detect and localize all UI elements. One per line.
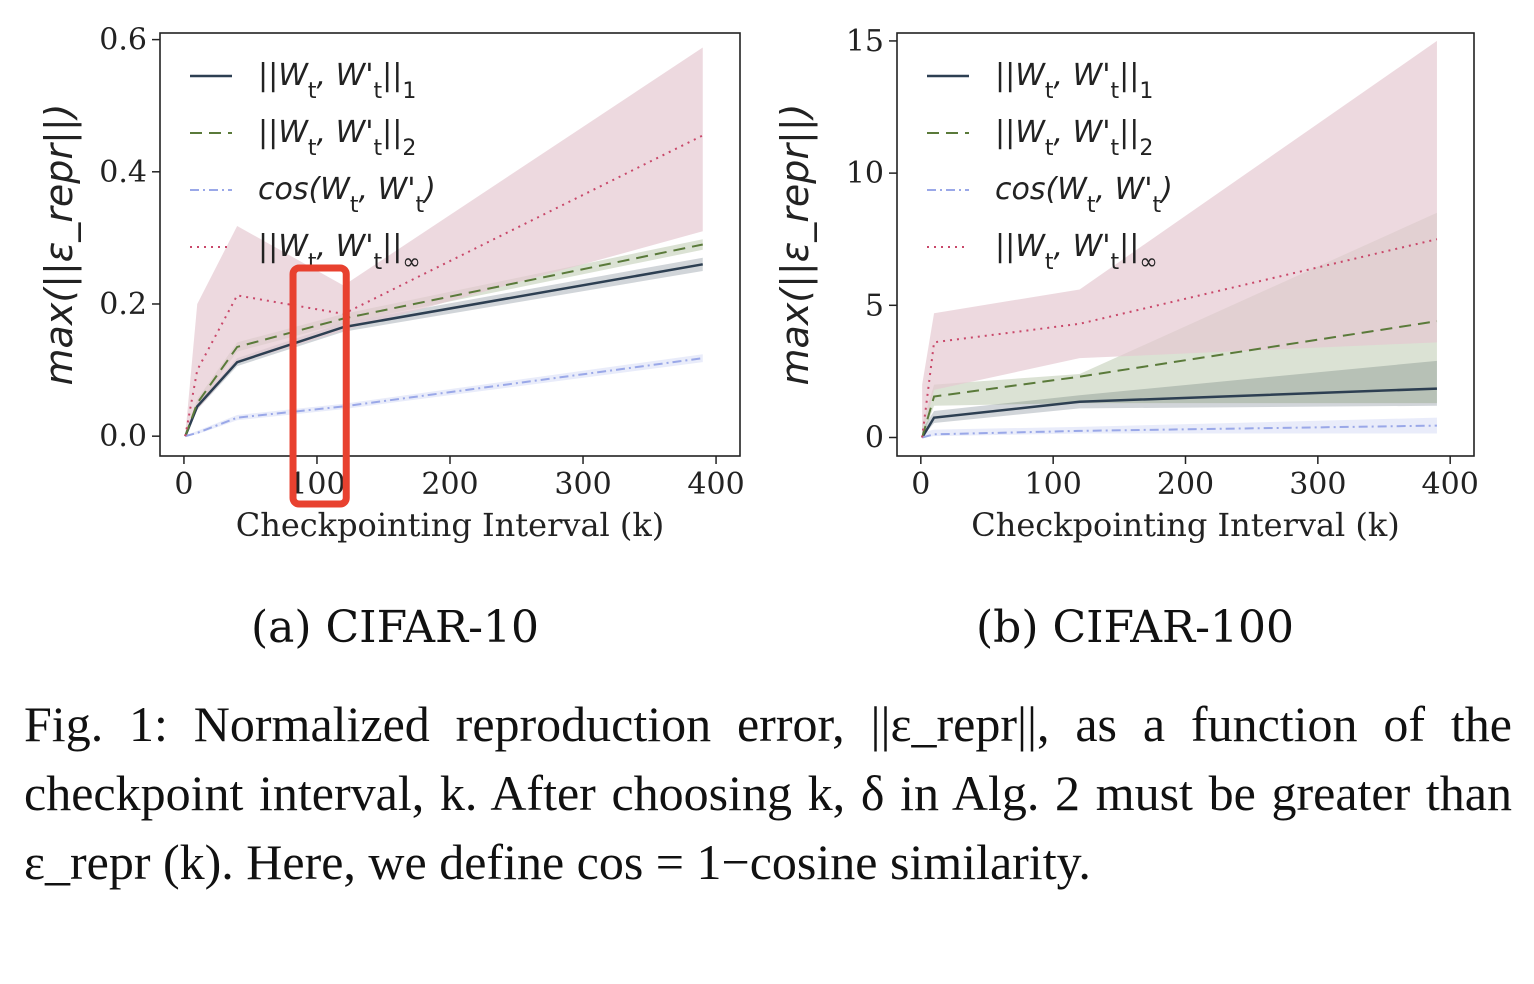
series-line-0 bbox=[921, 387, 1437, 439]
x-axis-label: Checkpointing Interval (k) bbox=[971, 506, 1400, 544]
x-tick-label: 400 bbox=[687, 467, 744, 502]
legend-entry-3: ||Wt, W't||∞ bbox=[258, 229, 421, 275]
band-2 bbox=[922, 417, 1437, 438]
x-tick-label: 200 bbox=[421, 467, 478, 502]
y-tick-label: 15 bbox=[846, 24, 884, 59]
series-line-1 bbox=[921, 320, 1438, 438]
y-tick-label: 0 bbox=[865, 420, 884, 455]
y-tick-label: 0.4 bbox=[99, 155, 147, 190]
y-tick-label: 10 bbox=[846, 156, 884, 191]
y-tick-label: 0.2 bbox=[99, 287, 147, 322]
figure-caption: Fig. 1: Normalized reproduction error, |… bbox=[24, 696, 1512, 890]
chart-cifar100: 0 100 200 300 400 0 5 10 15 Checkpointing Interva… bbox=[773, 24, 1479, 653]
legend-entry-1: ||Wt, W't||2 bbox=[995, 115, 1153, 161]
y-tick-label: 0.6 bbox=[99, 23, 147, 58]
legend-entry-0: ||Wt, W't||1 bbox=[258, 58, 416, 104]
x-tick-label: 200 bbox=[1157, 467, 1214, 502]
band-3 bbox=[185, 47, 703, 437]
y-tick-label: 0.0 bbox=[99, 419, 147, 454]
y-tick-label: 5 bbox=[865, 288, 884, 323]
legend-entry-2: cos(Wt, W't) bbox=[995, 172, 1173, 218]
x-axis-label: Checkpointing Interval (k) bbox=[236, 506, 665, 544]
highlight-box bbox=[289, 264, 350, 508]
y-axis-label: max(||ε_repr||) bbox=[773, 104, 818, 386]
legend-entry-0: ||Wt, W't||1 bbox=[995, 58, 1153, 104]
series-line-1 bbox=[184, 243, 703, 437]
chart-cifar10: 0 100 200 300 400 0.0 0.2 0.4 0.6 Checkpointing I… bbox=[37, 23, 745, 653]
series-line-3 bbox=[184, 134, 704, 437]
band-2 bbox=[185, 354, 703, 437]
series-line-2 bbox=[185, 357, 703, 438]
band-3 bbox=[922, 40, 1437, 438]
x-tick-label: 100 bbox=[288, 467, 345, 502]
subcaption: (a) CIFAR-10 bbox=[251, 602, 539, 653]
x-tick-label: 300 bbox=[1289, 467, 1346, 502]
x-tick-label: 100 bbox=[1025, 467, 1082, 502]
legend-entry-1: ||Wt, W't||2 bbox=[258, 115, 416, 161]
series-line-3 bbox=[921, 238, 1438, 438]
legend-entry-3: ||Wt, W't||∞ bbox=[995, 229, 1158, 275]
series-line-2 bbox=[921, 424, 1437, 439]
y-axis-label: max(||ε_repr||) bbox=[37, 104, 82, 386]
x-tick-label: 0 bbox=[911, 467, 930, 502]
legend-entry-2: cos(Wt, W't) bbox=[258, 172, 436, 218]
x-tick-label: 300 bbox=[554, 467, 611, 502]
x-tick-label: 400 bbox=[1422, 467, 1479, 502]
subcaption: (b) CIFAR-100 bbox=[976, 602, 1294, 653]
x-tick-label: 0 bbox=[174, 467, 193, 502]
